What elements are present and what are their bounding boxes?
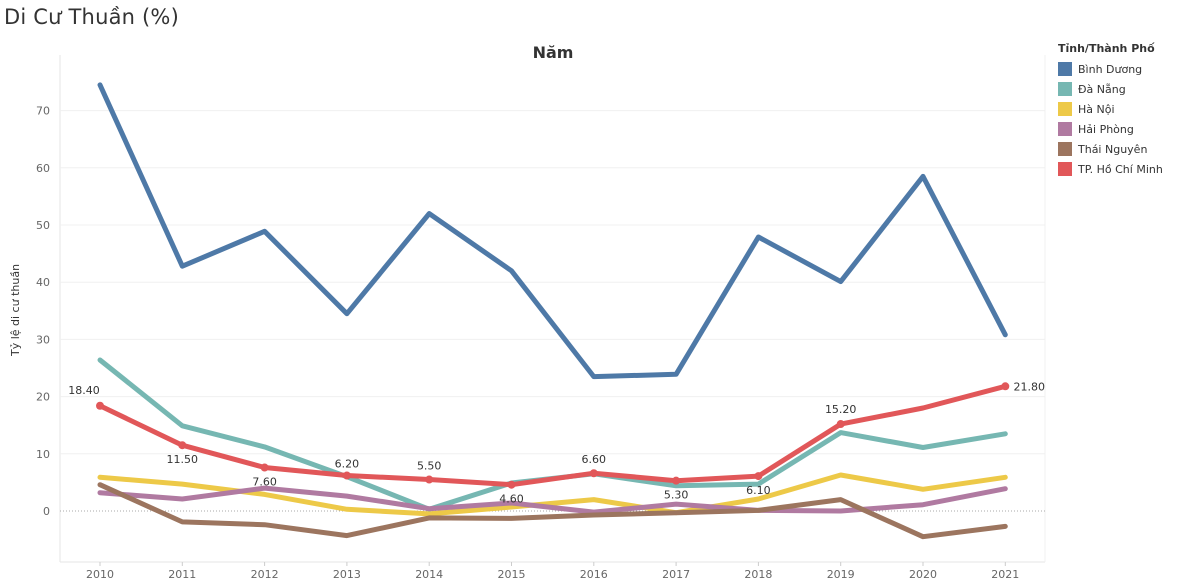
data-label: 5.30 (664, 489, 689, 502)
y-tick-label: 40 (36, 276, 50, 289)
data-label: 4.60 (499, 493, 524, 506)
legend-items: Bình Dương Đà Nẵng Hà Nội Hải Phòng Thái Ngu… (1058, 59, 1163, 179)
legend-label: Bình Dương (1078, 62, 1143, 76)
legend-label: Hải Phòng (1078, 122, 1134, 136)
series-lines (97, 82, 1008, 540)
legend: Tỉnh/Thành Phố Bình Dương Đà Nẵng Hà Nội Hả… (1058, 42, 1163, 179)
legend-item[interactable]: Hà Nội (1058, 99, 1163, 119)
page-title: Di Cư Thuần (%) (4, 5, 179, 29)
y-axis: 0 10 20 30 40 50 60 70 (36, 105, 50, 518)
x-tick-label: 2011 (168, 568, 196, 581)
series-line-ha-noi (97, 472, 1008, 517)
y-tick-label: 10 (36, 448, 50, 461)
x-tick-label: 2017 (662, 568, 690, 581)
x-tick-label: 2016 (580, 568, 608, 581)
series-line-da-nang (97, 357, 1008, 512)
legend-label: Hà Nội (1078, 102, 1115, 116)
data-label: 21.80 (1014, 380, 1046, 393)
data-point (836, 420, 845, 429)
x-tick-label: 2021 (991, 568, 1019, 581)
legend-swatch (1058, 62, 1072, 76)
chart-title: Năm (533, 43, 574, 62)
legend-label: TP. Hồ Chí Minh (1078, 162, 1163, 176)
x-tick-label: 2015 (498, 568, 526, 581)
x-tick-label: 2010 (86, 568, 114, 581)
x-tick-label: 2013 (333, 568, 361, 581)
data-point (672, 476, 681, 485)
data-point (178, 441, 187, 450)
legend-item[interactable]: Hải Phòng (1058, 119, 1163, 139)
legend-swatch (1058, 142, 1072, 156)
data-point (754, 472, 763, 481)
x-axis: 2010 2011 2012 2013 2014 2015 2016 2017 2018 2019… (86, 562, 1019, 581)
data-label: 7.60 (252, 476, 277, 489)
data-point (425, 475, 434, 484)
series-line-hai-phong (97, 485, 1008, 515)
gridlines (59, 55, 1046, 563)
legend-item[interactable]: Bình Dương (1058, 59, 1163, 79)
x-tick-label: 2018 (744, 568, 772, 581)
legend-label: Thái Nguyên (1078, 142, 1148, 156)
data-point (342, 471, 351, 480)
x-tick-label: 2012 (251, 568, 279, 581)
x-tick-label: 2020 (909, 568, 937, 581)
x-tick-label: 2019 (827, 568, 855, 581)
legend-label: Đà Nẵng (1078, 82, 1126, 96)
legend-swatch (1058, 82, 1072, 96)
y-tick-label: 70 (36, 105, 50, 118)
y-tick-label: 60 (36, 162, 50, 175)
data-label: 18.40 (68, 384, 100, 397)
legend-swatch (1058, 102, 1072, 116)
data-point (507, 480, 516, 489)
legend-swatch (1058, 122, 1072, 136)
series-line-tp-ho-chi-minh (97, 383, 1008, 488)
y-tick-label: 0 (43, 505, 50, 518)
y-tick-label: 30 (36, 333, 50, 346)
legend-swatch (1058, 162, 1072, 176)
line-chart: 0 10 20 30 40 50 60 70 2010 2011 2012 2013 2014 2015… (9, 43, 1046, 581)
legend-item[interactable]: Đà Nẵng (1058, 79, 1163, 99)
data-point (1001, 382, 1010, 391)
data-label: 11.50 (167, 453, 199, 466)
data-point (96, 401, 104, 410)
data-labels: 18.40 11.50 7.60 6.20 5.50 4.60 6.60 5.30 6.10 15… (68, 380, 1045, 505)
series-points (96, 382, 1010, 489)
data-point (589, 469, 598, 478)
data-label: 6.10 (746, 484, 771, 497)
data-label: 6.20 (335, 458, 360, 471)
legend-item[interactable]: TP. Hồ Chí Minh (1058, 159, 1163, 179)
y-axis-title: Tỷ lệ di cư thuần (9, 264, 22, 357)
data-point (260, 463, 269, 472)
data-label: 6.60 (582, 453, 607, 466)
data-label: 5.50 (417, 460, 442, 473)
y-tick-label: 20 (36, 391, 50, 404)
legend-title: Tỉnh/Thành Phố (1058, 42, 1155, 55)
x-tick-label: 2014 (415, 568, 443, 581)
series-line-binh-duong (97, 82, 1008, 380)
series-line-thai-nguyen (97, 482, 1008, 540)
legend-item[interactable]: Thái Nguyên (1058, 139, 1163, 159)
y-tick-label: 50 (36, 219, 50, 232)
data-label: 15.20 (825, 403, 857, 416)
